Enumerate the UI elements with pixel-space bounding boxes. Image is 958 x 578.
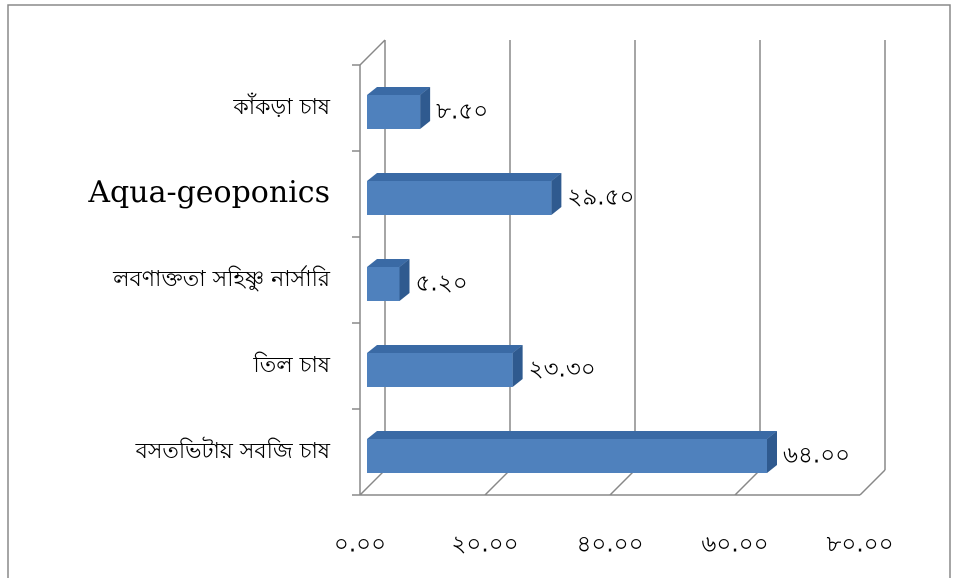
x-tick-label: ৪০.০০ xyxy=(576,532,643,558)
x-tick-label: ২০.০০ xyxy=(451,532,518,558)
bar-top xyxy=(367,345,523,353)
x-tick-label: ৬০.০০ xyxy=(701,532,768,558)
bar xyxy=(367,439,767,473)
bar xyxy=(367,95,421,129)
bar-top xyxy=(367,173,562,181)
value-label: ৮.৫০ xyxy=(436,99,488,125)
value-label: ৫.২০ xyxy=(416,271,468,297)
y-tick-label: কাঁকড়া চাষ xyxy=(232,93,330,120)
value-label: ৬৪.০০ xyxy=(783,443,850,469)
bar xyxy=(367,353,513,387)
bar-top xyxy=(367,259,410,267)
floor-line xyxy=(859,469,886,496)
floor-line xyxy=(359,469,386,496)
bar-side xyxy=(420,87,431,129)
bar xyxy=(367,181,552,215)
y-tick-label: লবণাক্ততা সহিষ্ণু নার্সারি xyxy=(112,265,331,292)
floor-line xyxy=(609,469,636,496)
y-tick-label: Aqua-geoponics xyxy=(87,175,330,210)
bar-side xyxy=(512,345,523,387)
bar-side xyxy=(767,431,777,473)
y-tick-label: তিল চাষ xyxy=(252,352,330,378)
axes xyxy=(359,39,860,496)
bar xyxy=(367,267,400,301)
chart-frame xyxy=(7,4,951,578)
value-label: ২৯.৫০ xyxy=(567,185,634,211)
floor-line xyxy=(484,469,511,496)
bar-top xyxy=(367,431,777,439)
left-wall-top xyxy=(359,39,386,66)
bar-side xyxy=(551,173,562,215)
x-tick-label: ০.০০ xyxy=(334,532,386,558)
y-tick-label: বসতভিটায় সবজি চাষ xyxy=(135,437,331,464)
bar-top xyxy=(367,87,431,95)
floor-line xyxy=(734,469,761,496)
bar-side xyxy=(399,259,410,301)
x-tick-label: ৮০.০০ xyxy=(826,532,893,558)
value-label: ২৩.৩০ xyxy=(529,357,596,383)
